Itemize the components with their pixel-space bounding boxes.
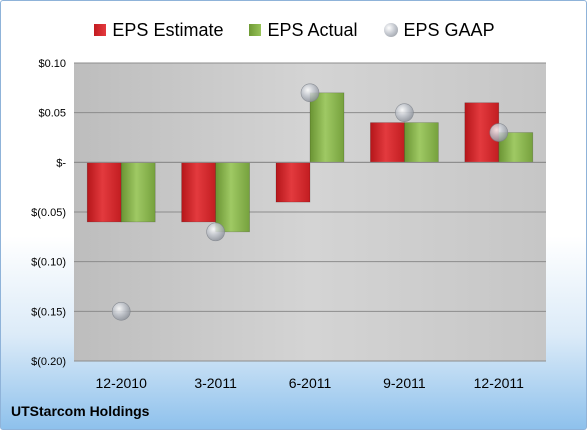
y-tick-label: $(0.20) (31, 356, 66, 368)
x-tick-label: 12-2011 (474, 375, 525, 391)
y-tick-label: $(0.05) (31, 207, 66, 219)
y-tick-label: $0.05 (38, 108, 66, 120)
y-tick-label: $- (56, 157, 66, 169)
bar-eps-estimate (86, 162, 122, 223)
legend-item-estimate: EPS Estimate (94, 20, 223, 41)
x-tick-label: 12-2010 (96, 375, 148, 391)
legend-label-gaap: EPS GAAP (403, 19, 495, 40)
point-eps-gaap (206, 222, 225, 242)
legend-label-estimate: EPS Estimate (112, 19, 224, 40)
y-tick-label: $(0.10) (31, 257, 66, 269)
x-tick-label: 3-2011 (194, 375, 237, 391)
y-tick-label: $0.10 (38, 58, 66, 70)
legend-item-actual: EPS Actual (249, 19, 358, 41)
point-eps-gaap (111, 302, 131, 321)
point-eps-gaap (395, 103, 414, 122)
bar-eps-actual (215, 162, 250, 233)
bar-eps-estimate (181, 162, 216, 223)
legend-swatch-gaap (383, 23, 398, 37)
company-name: UTStarcom Holdings (11, 403, 150, 419)
bar-eps-actual (309, 92, 345, 163)
y-tick-label: $(0.15) (31, 306, 66, 318)
legend: EPS Estimate EPS Actual EPS GAAP (1, 15, 586, 45)
x-tick-label: 9-2011 (383, 375, 426, 391)
legend-swatch-estimate (94, 24, 107, 36)
point-eps-gaap (489, 123, 509, 142)
x-tick-label: 6-2011 (289, 375, 332, 391)
legend-swatch-actual (249, 24, 262, 36)
bar-eps-estimate (275, 162, 311, 203)
point-eps-gaap (300, 83, 320, 103)
bar-eps-estimate (370, 122, 405, 163)
legend-label-actual: EPS Actual (267, 19, 358, 40)
bar-eps-actual (120, 162, 156, 223)
legend-item-gaap: EPS GAAP (383, 19, 495, 41)
bar-eps-actual (404, 122, 439, 163)
